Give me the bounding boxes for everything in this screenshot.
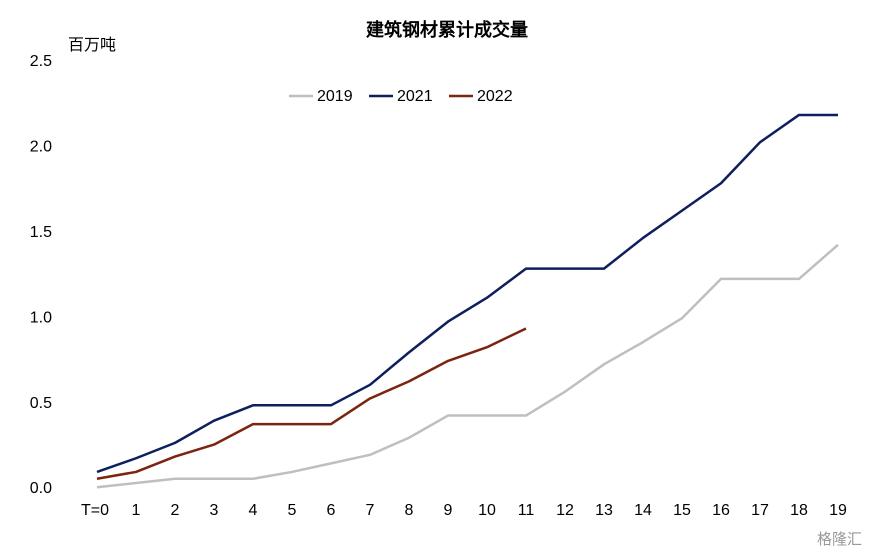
y-tick-label: 1.0 [30,309,52,326]
x-tick-label: 5 [288,502,297,519]
legend-label: 2019 [317,88,353,105]
x-tick-label: 17 [751,502,769,519]
x-tick-label: 19 [829,502,847,519]
y-tick-label: 0.5 [30,395,52,412]
chart-title: 建筑钢材累计成交量 [366,19,528,40]
series-line [96,243,839,489]
x-tick-label: 2 [171,502,180,519]
x-tick-label: 9 [444,502,453,519]
x-tick-label: 3 [210,502,219,519]
legend-label: 2022 [477,88,513,105]
y-axis-label: 百万吨 [68,36,116,54]
x-tick-label: 8 [405,502,414,519]
x-tick-label: 18 [790,502,808,519]
x-tick-label: 16 [712,502,730,519]
x-tick-label: 6 [327,502,336,519]
x-tick-label: 10 [478,502,496,519]
x-tick-label: 12 [556,502,574,519]
legend-label: 2021 [397,88,433,105]
x-tick-label: 13 [595,502,613,519]
y-tick-label: 0.0 [30,480,52,497]
x-tick-label: T=0 [81,502,109,519]
watermark: 格隆汇 [817,531,862,548]
y-tick-label: 2.5 [30,53,52,70]
series-line [96,113,838,474]
y-tick-label: 1.5 [30,224,52,241]
x-tick-label: 15 [673,502,691,519]
x-tick-label: 1 [132,502,141,519]
y-tick-label: 2.0 [30,139,52,156]
x-tick-label: 7 [366,502,375,519]
series-line [96,327,527,480]
x-tick-label: 4 [249,502,258,519]
x-tick-label: 14 [634,502,652,519]
x-tick-label: 11 [518,502,535,519]
